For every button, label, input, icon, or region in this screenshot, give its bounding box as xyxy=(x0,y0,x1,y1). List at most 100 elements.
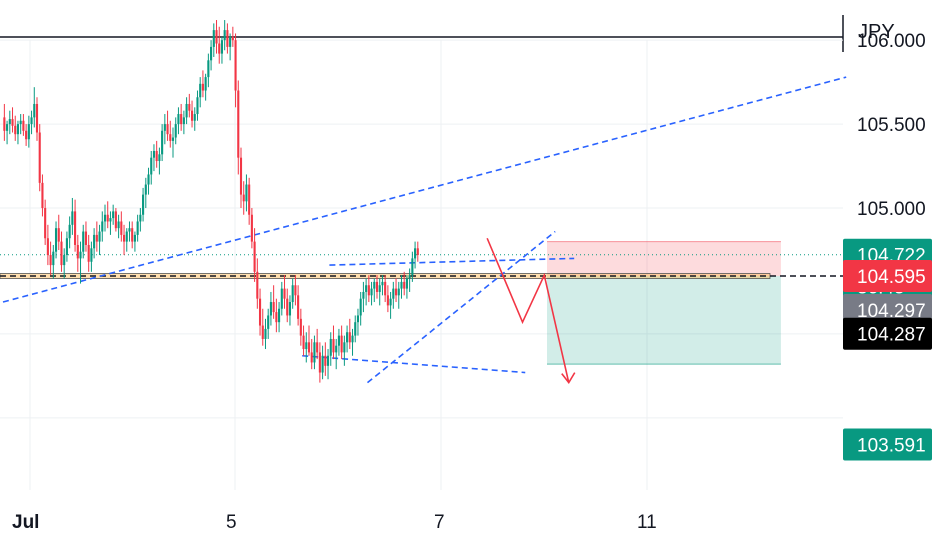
candle-body xyxy=(74,211,77,245)
candle-body xyxy=(234,40,237,91)
candle-body xyxy=(381,281,384,286)
candle-body xyxy=(131,228,134,242)
candle-body xyxy=(6,124,9,131)
candle-body xyxy=(14,125,17,135)
candle-body xyxy=(136,221,139,235)
candle-body xyxy=(19,120,22,125)
candle-body xyxy=(223,30,226,41)
candle-body xyxy=(394,288,398,296)
forecast-arrowhead xyxy=(561,372,576,385)
candle-body xyxy=(98,231,101,242)
candle-body xyxy=(3,117,6,131)
candle-body xyxy=(44,208,47,239)
candle-body xyxy=(155,150,158,162)
candle-body xyxy=(392,288,395,299)
candle-body xyxy=(177,114,180,125)
target-price-badge[interactable] xyxy=(843,428,932,461)
entry-price-value: 104.595 xyxy=(857,267,926,288)
x-tick-label: Jul xyxy=(12,512,39,533)
candle-body xyxy=(90,248,93,262)
candle-body xyxy=(163,124,166,131)
candle-body xyxy=(16,124,20,135)
candle-body xyxy=(182,117,185,125)
candle-body xyxy=(389,298,392,306)
candle-body xyxy=(193,114,196,121)
candle-body xyxy=(370,288,373,296)
candle-body xyxy=(278,308,281,323)
forecast-overlay xyxy=(486,237,576,385)
candle-body xyxy=(242,194,245,202)
candle-body xyxy=(340,335,343,353)
candle-body xyxy=(161,130,164,155)
candle-body xyxy=(378,285,381,292)
candle-body xyxy=(147,174,150,185)
candle-body xyxy=(253,241,256,272)
candle-body xyxy=(237,90,240,158)
candle-body xyxy=(204,77,207,91)
candle-body xyxy=(269,302,272,316)
candle-body xyxy=(196,97,199,115)
candle-body xyxy=(95,234,98,242)
x-tick-label: 11 xyxy=(637,512,657,533)
candle-body xyxy=(310,352,313,363)
candle-body xyxy=(264,328,267,339)
candle-body xyxy=(416,248,419,256)
entry-price-badge[interactable] xyxy=(843,260,932,293)
candle-body xyxy=(215,30,218,44)
candle-body xyxy=(101,221,104,232)
candle-body xyxy=(144,184,147,195)
candle-body xyxy=(356,315,360,323)
candle-body xyxy=(354,322,357,336)
y-tick-label: 105.000 xyxy=(857,199,926,220)
candle-body xyxy=(386,295,389,306)
candle-body xyxy=(299,318,302,336)
candle-body xyxy=(335,345,338,353)
candle-body xyxy=(35,103,39,133)
candle-body xyxy=(180,114,183,125)
candle-body xyxy=(231,36,234,41)
candle-body xyxy=(403,281,406,289)
candle-body xyxy=(8,119,11,125)
candle-body xyxy=(375,281,379,292)
candle-body xyxy=(27,124,30,140)
candle-body xyxy=(185,103,188,118)
candle-body xyxy=(326,355,330,366)
candle-body xyxy=(68,224,71,239)
candle-body xyxy=(76,244,79,259)
target-price-value: 103.591 xyxy=(857,436,926,457)
candle-body xyxy=(343,342,346,353)
candle-body xyxy=(169,134,172,141)
pattern-wedge-line xyxy=(366,230,556,384)
candle-body xyxy=(22,120,25,131)
marker-price-badge[interactable] xyxy=(843,317,932,350)
candle-body xyxy=(337,335,340,346)
candle-body xyxy=(229,36,232,47)
candle-body xyxy=(87,244,90,262)
candle-body xyxy=(414,248,417,259)
candle-body xyxy=(239,157,243,195)
candle-body xyxy=(46,238,49,256)
price-axis[interactable]: 106.000105.500105.000104.72236:45104.595… xyxy=(843,31,932,461)
candle-body xyxy=(174,124,177,138)
candle-body xyxy=(280,288,283,309)
trend-line xyxy=(2,76,847,303)
candle-body xyxy=(272,302,275,313)
candle-body xyxy=(373,281,376,289)
candle-body xyxy=(307,342,311,353)
candle-body xyxy=(199,83,202,98)
candle-body xyxy=(133,234,136,242)
candle-body xyxy=(329,338,332,356)
candle-body xyxy=(245,184,248,202)
candle-body xyxy=(351,335,354,343)
marker-price-value: 104.287 xyxy=(857,325,926,346)
candle-body xyxy=(324,355,327,366)
candle-body xyxy=(41,182,44,209)
time-axis[interactable]: Jul 5 7 11 xyxy=(12,512,657,533)
candles xyxy=(3,20,419,383)
candle-body xyxy=(286,298,289,316)
candle-body xyxy=(84,231,88,245)
candle-body xyxy=(79,251,82,259)
candle-body xyxy=(305,342,308,350)
